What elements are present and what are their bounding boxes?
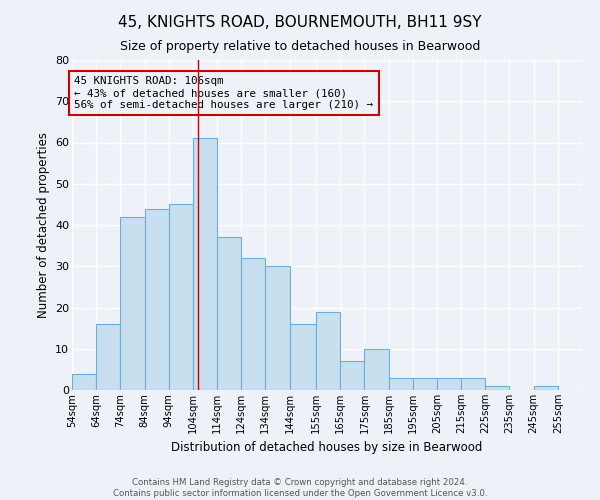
Bar	[413, 378, 437, 390]
Bar	[193, 138, 217, 390]
Bar	[461, 378, 485, 390]
Bar	[533, 386, 558, 390]
Bar	[241, 258, 265, 390]
Bar	[437, 378, 461, 390]
Bar	[485, 386, 509, 390]
Bar	[265, 266, 290, 390]
Bar	[121, 217, 145, 390]
Text: Contains HM Land Registry data © Crown copyright and database right 2024.
Contai: Contains HM Land Registry data © Crown c…	[113, 478, 487, 498]
Bar	[364, 349, 389, 390]
Text: 45, KNIGHTS ROAD, BOURNEMOUTH, BH11 9SY: 45, KNIGHTS ROAD, BOURNEMOUTH, BH11 9SY	[118, 15, 482, 30]
Bar	[145, 208, 169, 390]
Bar	[169, 204, 193, 390]
Bar	[389, 378, 413, 390]
Bar	[316, 312, 340, 390]
Bar	[340, 361, 364, 390]
Bar	[72, 374, 96, 390]
Bar	[96, 324, 121, 390]
Bar	[217, 238, 241, 390]
X-axis label: Distribution of detached houses by size in Bearwood: Distribution of detached houses by size …	[172, 442, 482, 454]
Text: 45 KNIGHTS ROAD: 106sqm
← 43% of detached houses are smaller (160)
56% of semi-d: 45 KNIGHTS ROAD: 106sqm ← 43% of detache…	[74, 76, 373, 110]
Text: Size of property relative to detached houses in Bearwood: Size of property relative to detached ho…	[120, 40, 480, 53]
Y-axis label: Number of detached properties: Number of detached properties	[37, 132, 50, 318]
Bar	[290, 324, 316, 390]
